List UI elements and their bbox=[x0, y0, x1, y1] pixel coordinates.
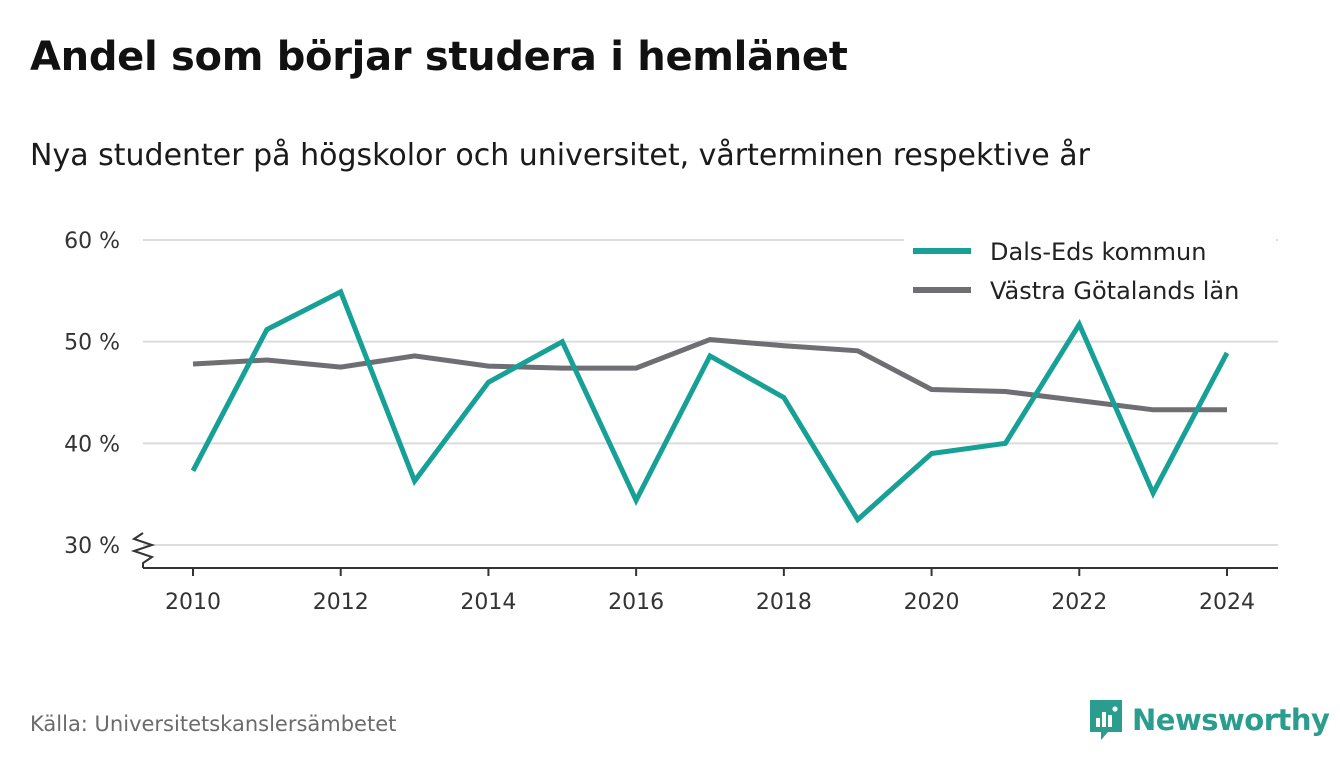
chart-subtitle: Nya studenter på högskolor och universit… bbox=[30, 138, 1090, 173]
x-tick-label: 2024 bbox=[1199, 590, 1255, 615]
x-tick-label: 2016 bbox=[608, 590, 664, 615]
series-line-dals-eds-kommun bbox=[190, 288, 1230, 524]
y-axis-ticks: 30 % 40 % 50 % 60 % bbox=[64, 229, 120, 559]
x-tick-label: 2012 bbox=[313, 590, 369, 615]
y-tick-label: 40 % bbox=[64, 432, 120, 457]
legend-label: Dals-Eds kommun bbox=[990, 238, 1206, 266]
series-lines bbox=[190, 288, 1230, 524]
source-note: Källa: Universitetskanslersämbetet bbox=[30, 712, 397, 736]
x-tick-label: 2018 bbox=[756, 590, 812, 615]
y-tick-label: 60 % bbox=[64, 229, 120, 254]
series-line-v-stra-g-talands-l-n bbox=[192, 337, 1227, 413]
legend: Dals-Eds kommun Västra Götalands län bbox=[904, 228, 1276, 316]
legend-label: Västra Götalands län bbox=[990, 277, 1239, 305]
axis-break-icon bbox=[130, 532, 156, 568]
newsworthy-logo-icon bbox=[1090, 700, 1122, 740]
y-tick-label: 50 % bbox=[64, 331, 120, 356]
chart-title: Andel som börjar studera i hemlänet bbox=[30, 34, 848, 80]
x-axis bbox=[130, 532, 1278, 569]
y-tick-label: 30 % bbox=[64, 534, 120, 559]
x-axis-ticks: 2010 2012 2014 2016 2018 2020 2022 2024 bbox=[165, 568, 1255, 615]
x-tick-label: 2022 bbox=[1051, 590, 1107, 615]
brand-logo[interactable]: Newsworthy bbox=[1088, 698, 1330, 742]
brand-name: Newsworthy bbox=[1132, 703, 1330, 737]
x-tick-label: 2020 bbox=[904, 590, 960, 615]
x-tick-label: 2010 bbox=[165, 590, 221, 615]
x-tick-label: 2014 bbox=[460, 590, 516, 615]
legend-background bbox=[904, 228, 1276, 316]
